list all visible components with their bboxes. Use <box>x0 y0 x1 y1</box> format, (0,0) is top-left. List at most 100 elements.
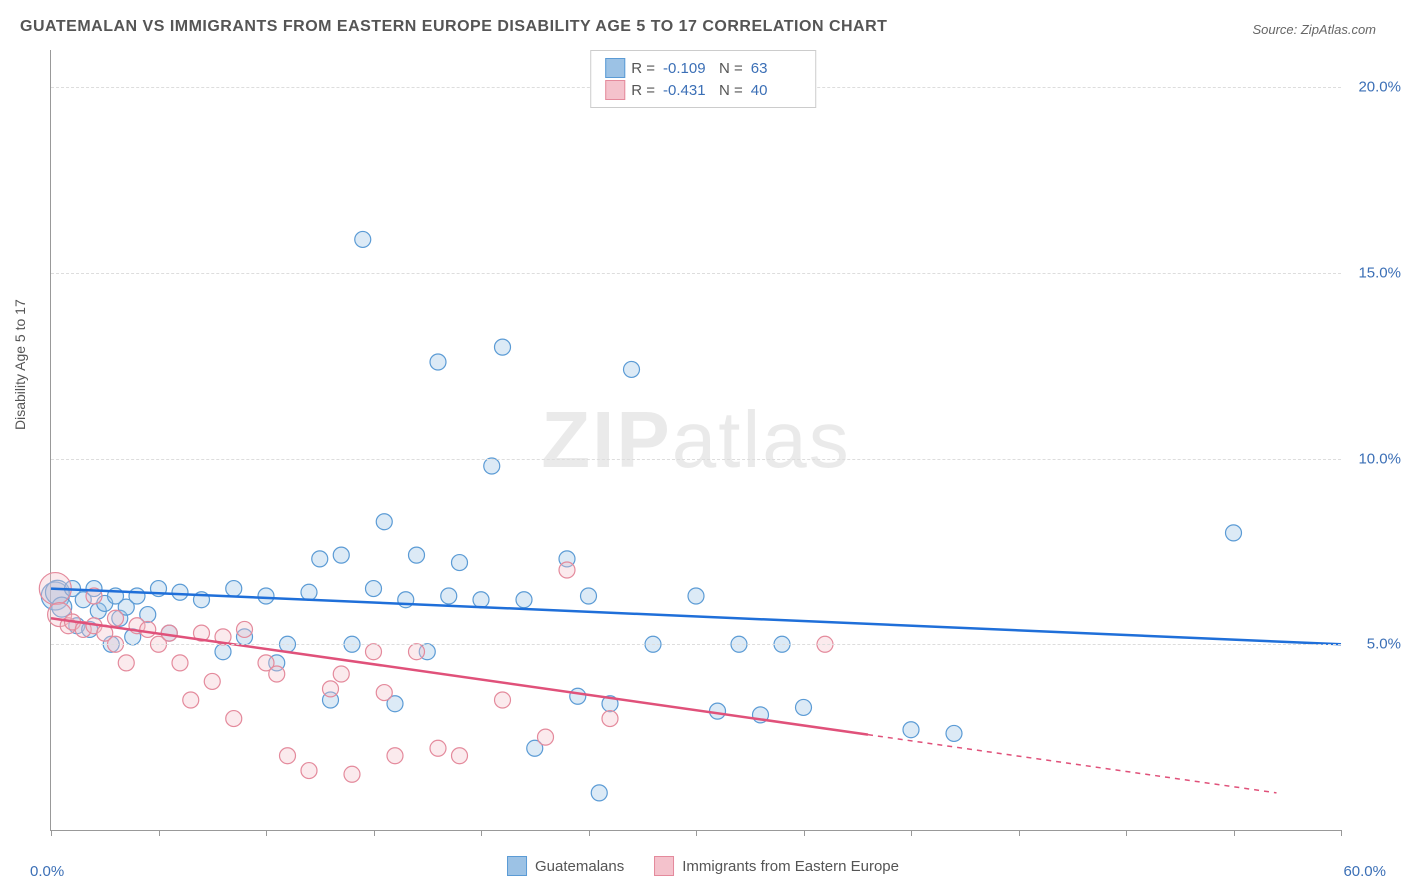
data-point <box>591 785 607 801</box>
data-point <box>387 748 403 764</box>
legend-n-value: 63 <box>751 60 801 77</box>
x-axis-end-label: 60.0% <box>1343 863 1386 880</box>
data-point <box>366 581 382 597</box>
plot-area: ZIPatlas 5.0%10.0%15.0%20.0% <box>50 50 1341 831</box>
data-point <box>581 588 597 604</box>
data-point <box>172 655 188 671</box>
legend-n-label: N = <box>719 60 743 77</box>
data-point <box>441 588 457 604</box>
y-tick-label: 5.0% <box>1351 636 1401 653</box>
data-point <box>140 621 156 637</box>
legend-label: Guatemalans <box>535 858 624 875</box>
legend-r-label: R = <box>631 82 655 99</box>
data-point <box>323 681 339 697</box>
data-point <box>301 763 317 779</box>
legend-swatch <box>507 856 527 876</box>
data-point <box>215 644 231 660</box>
x-tick <box>266 830 267 836</box>
legend-label: Immigrants from Eastern Europe <box>682 858 899 875</box>
data-point <box>269 666 285 682</box>
data-point <box>495 692 511 708</box>
data-point <box>624 361 640 377</box>
x-tick <box>1126 830 1127 836</box>
data-point <box>710 703 726 719</box>
data-point <box>688 588 704 604</box>
gridline <box>51 273 1341 274</box>
data-point <box>183 692 199 708</box>
legend-row: R = -0.431 N = 40 <box>605 79 801 101</box>
legend-row: R = -0.109 N = 63 <box>605 57 801 79</box>
data-point <box>333 666 349 682</box>
data-point <box>280 748 296 764</box>
x-tick <box>481 830 482 836</box>
y-tick-label: 15.0% <box>1351 264 1401 281</box>
legend-n-value: 40 <box>751 82 801 99</box>
data-point <box>409 644 425 660</box>
legend-r-value: -0.431 <box>663 82 713 99</box>
trend-line-dashed <box>868 735 1277 793</box>
data-point <box>473 592 489 608</box>
data-point <box>409 547 425 563</box>
data-point <box>495 339 511 355</box>
x-tick <box>911 830 912 836</box>
data-point <box>226 581 242 597</box>
chart-svg <box>51 50 1341 830</box>
source-attribution: Source: ZipAtlas.com <box>1252 22 1376 37</box>
y-tick-label: 10.0% <box>1351 450 1401 467</box>
chart-title: GUATEMALAN VS IMMIGRANTS FROM EASTERN EU… <box>20 18 887 36</box>
data-point <box>1226 525 1242 541</box>
legend-r-label: R = <box>631 60 655 77</box>
data-point <box>118 655 134 671</box>
legend-r-value: -0.109 <box>663 60 713 77</box>
legend-item: Guatemalans <box>507 856 624 876</box>
data-point <box>237 621 253 637</box>
x-tick <box>1341 830 1342 836</box>
data-point <box>108 610 124 626</box>
data-point <box>376 685 392 701</box>
data-point <box>366 644 382 660</box>
data-point <box>129 588 145 604</box>
x-tick <box>159 830 160 836</box>
y-axis-label: Disability Age 5 to 17 <box>12 299 28 430</box>
legend-swatch <box>605 80 625 100</box>
data-point <box>204 673 220 689</box>
data-point <box>452 555 468 571</box>
data-point <box>452 748 468 764</box>
data-point <box>430 740 446 756</box>
x-tick <box>1019 830 1020 836</box>
x-tick <box>696 830 697 836</box>
data-point <box>538 729 554 745</box>
data-point <box>602 711 618 727</box>
data-point <box>258 588 274 604</box>
data-point <box>796 699 812 715</box>
x-axis-origin-label: 0.0% <box>30 863 64 880</box>
legend-n-label: N = <box>719 82 743 99</box>
data-point <box>516 592 532 608</box>
x-tick <box>589 830 590 836</box>
data-point <box>559 562 575 578</box>
data-point <box>570 688 586 704</box>
data-point <box>226 711 242 727</box>
data-point <box>355 231 371 247</box>
correlation-legend: R = -0.109 N = 63 R = -0.431 N = 40 <box>590 50 816 108</box>
data-point <box>903 722 919 738</box>
y-tick-label: 20.0% <box>1351 79 1401 96</box>
data-point <box>376 514 392 530</box>
data-point <box>312 551 328 567</box>
data-point <box>333 547 349 563</box>
x-tick <box>1234 830 1235 836</box>
trend-line <box>51 618 868 734</box>
x-tick <box>374 830 375 836</box>
legend-item: Immigrants from Eastern Europe <box>654 856 899 876</box>
legend-swatch <box>605 58 625 78</box>
data-point <box>430 354 446 370</box>
gridline <box>51 459 1341 460</box>
x-tick <box>51 830 52 836</box>
data-point <box>344 766 360 782</box>
legend-swatch <box>654 856 674 876</box>
x-tick <box>804 830 805 836</box>
data-point <box>301 584 317 600</box>
gridline <box>51 644 1341 645</box>
data-point <box>172 584 188 600</box>
data-point <box>946 725 962 741</box>
